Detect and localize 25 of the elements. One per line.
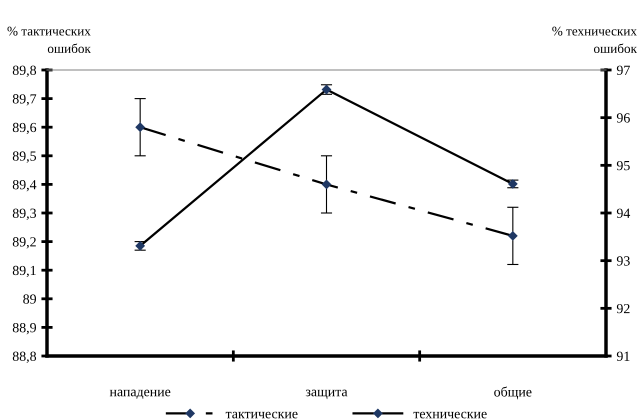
y2-tick-label: 92: [616, 304, 630, 314]
y-tick-label: 88,8: [12, 352, 36, 363]
y2-tick-label: 96: [616, 113, 630, 123]
y2-tick-label: 91: [616, 352, 630, 361]
y2-tick-label: 95: [616, 160, 630, 170]
y-tick-label: 89,6: [12, 122, 36, 134]
y-tick-label: 89,3: [12, 208, 36, 220]
y-tick-label: 89,8: [12, 66, 36, 77]
legend-label: технические: [414, 412, 487, 418]
x-tick-label: общие: [494, 386, 532, 400]
y2-tick-label: 94: [616, 208, 630, 218]
y-tick-label: 88,9: [12, 322, 36, 334]
y2-axis-title: % технических ошибок: [552, 26, 638, 54]
x-tick-label: защита: [306, 390, 348, 400]
legend-label: тактические: [226, 412, 298, 418]
y-tick-label: 89,7: [12, 94, 36, 106]
y2-tick-label: 93: [616, 256, 630, 266]
x-tick-label: нападение: [110, 390, 170, 399]
y-tick-label: 89: [23, 294, 36, 304]
y-tick-label: 89,2: [12, 237, 36, 249]
y2-tick-label: 97: [616, 66, 630, 75]
y-tick-label: 89,1: [12, 266, 36, 278]
y-tick-label: 89,4: [12, 180, 36, 192]
y-tick-label: 89,5: [12, 151, 36, 163]
y-axis-title: % тактических ошибок: [7, 26, 91, 54]
